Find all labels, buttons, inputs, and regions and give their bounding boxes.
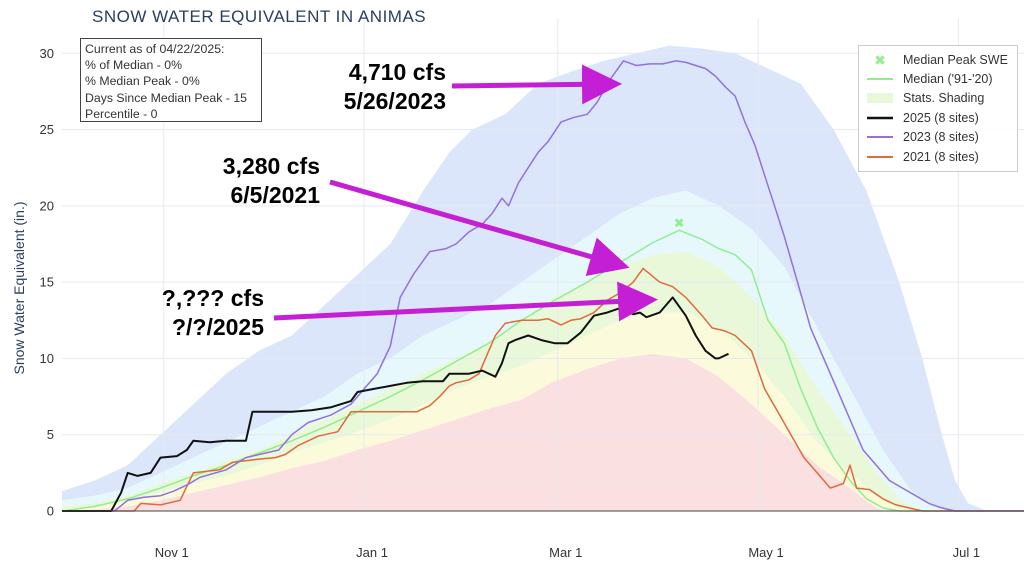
annotation-2025: ?,??? cfs ?/?/2025 (158, 284, 264, 342)
annotation-line: 6/5/2021 (230, 182, 320, 208)
legend-item-shading[interactable]: Stats. Shading (865, 89, 1011, 108)
info-line: Percentile - 0 (85, 106, 158, 121)
line-swatch-icon (865, 130, 895, 144)
legend: ✖ Median Peak SWE Median ('91-'20) Stats… (858, 45, 1018, 172)
x-tick-label: May 1 (748, 545, 783, 560)
series-lines: ✖ (61, 60, 1024, 512)
legend-label: 2025 (8 sites) (903, 110, 979, 125)
y-tick-label: 0 (47, 504, 54, 519)
percentile-bands (62, 45, 1024, 512)
annotation-2021: 3,280 cfs 6/5/2021 (212, 152, 320, 210)
info-line: Days Since Median Peak - 15 (85, 90, 247, 105)
annotation-line: ?,??? cfs (161, 285, 264, 311)
svg-text:✖: ✖ (874, 53, 886, 67)
legend-item-median-peak[interactable]: ✖ Median Peak SWE (865, 50, 1011, 69)
annotation-arrow (329, 179, 630, 276)
fill-swatch-icon (865, 91, 895, 105)
legend-item-2021[interactable]: 2021 (8 sites) (865, 147, 1011, 166)
info-line: % of Median - 0% (85, 58, 183, 73)
y-tick-label: 5 (47, 427, 54, 442)
legend-label: Stats. Shading (903, 91, 985, 106)
y-tick-label: 25 (40, 122, 54, 137)
annotation-line: ?/?/2025 (171, 314, 264, 340)
median-peak-marker: ✖ (674, 216, 685, 231)
legend-item-2023[interactable]: 2023 (8 sites) (865, 128, 1011, 147)
annotation-2023: 4,710 cfs 5/26/2023 (340, 58, 446, 116)
info-line: % Median Peak - 0% (85, 74, 200, 89)
y-axis-label: Snow Water Equivalent (in.) (11, 202, 27, 375)
band-70-50 (62, 251, 1024, 511)
info-box: Current as of 04/22/2025: % of Median - … (80, 38, 262, 122)
annotation-arrows (273, 64, 658, 322)
band-30-min (62, 353, 1024, 511)
legend-item-median[interactable]: Median ('91-'20) (865, 69, 1011, 88)
y-tick-label: 10 (40, 351, 54, 366)
legend-item-2025[interactable]: 2025 (8 sites) (865, 108, 1011, 127)
x-tick-label: Mar 1 (549, 545, 582, 560)
series-line (62, 60, 1024, 512)
x-marker-icon: ✖ (865, 53, 895, 67)
legend-label: 2023 (8 sites) (903, 130, 979, 145)
x-tick-label: Nov 1 (155, 545, 189, 560)
band-max-90 (62, 45, 1024, 512)
annotation-line: 3,280 cfs (222, 153, 320, 179)
band-90-70 (62, 190, 1024, 512)
line-swatch-icon (865, 72, 895, 86)
annotation-arrow (451, 64, 622, 105)
line-swatch-icon (865, 150, 895, 164)
legend-label: Median ('91-'20) (903, 72, 993, 87)
line-swatch-icon (865, 111, 895, 125)
y-tick-label: 20 (40, 198, 54, 213)
annotation-arrow (273, 281, 658, 322)
annotation-line: 4,710 cfs (348, 59, 446, 85)
band-50-30 (62, 312, 1024, 511)
legend-label: 2021 (8 sites) (903, 149, 979, 164)
info-line: Current as of 04/22/2025: (85, 42, 225, 56)
y-tick-label: 30 (40, 46, 54, 61)
legend-label: Median Peak SWE (903, 52, 1008, 67)
y-tick-label: 15 (40, 275, 54, 290)
annotation-line: 5/26/2023 (343, 88, 446, 114)
chart-title: SNOW WATER EQUIVALENT IN ANIMAS (92, 7, 426, 26)
x-tick-label: Jul 1 (953, 545, 980, 560)
series-line (62, 267, 1024, 512)
x-tick-label: Jan 1 (356, 545, 388, 560)
axes: 0 5 10 15 20 25 30 Nov 1 Jan 1 Mar 1 May 1 Jul 1 (40, 46, 1024, 560)
